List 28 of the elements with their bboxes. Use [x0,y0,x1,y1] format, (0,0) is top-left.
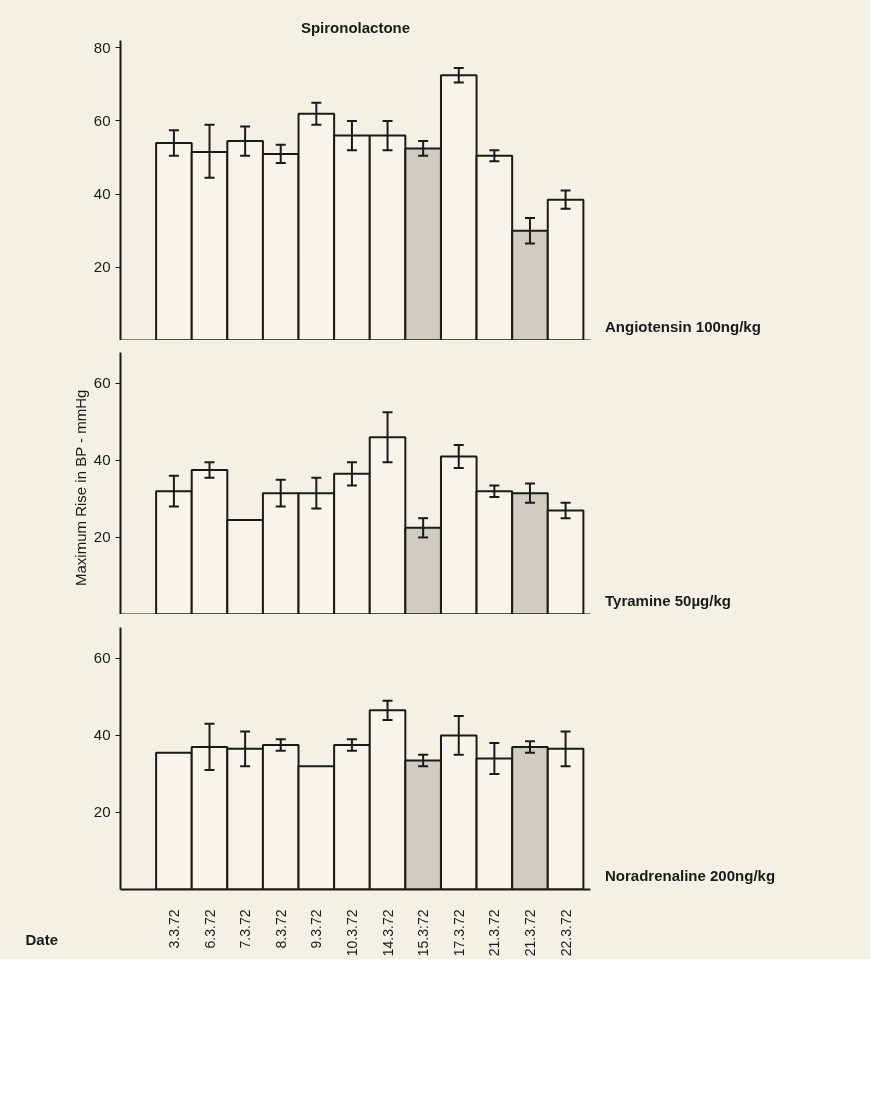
y-tick-label: 20 [93,803,111,821]
x-tick-label: 14.3.72 [379,909,396,957]
y-axis-title: Maximum Rise in BP - mmHg [71,390,89,587]
y-tick-label: 60 [93,649,111,667]
text: Tyramine 50µg/kg [605,591,731,612]
x-tick-label: 6.3.72 [201,909,218,949]
x-tick-label: 8.3.72 [272,909,289,949]
x-tick-label: 3.3.72 [165,909,182,949]
y-tick-label: 20 [93,528,111,546]
x-tick-label: 10.3.72 [343,909,360,957]
x-tick-label: 9.3.72 [308,909,325,949]
y-tick-label: 40 [93,185,111,203]
x-tick-label: 22.3.72 [557,909,574,957]
text: Angiotensin 100ng/kg [605,317,761,337]
y-tick-label: 20 [93,258,111,276]
x-axis-title: Date [25,929,58,950]
x-tick-label: 7.3.72 [237,909,254,949]
y-tick-label: 40 [93,726,111,744]
x-tick-label: 21.3.72 [521,909,538,957]
y-tick-label: 60 [93,374,111,392]
x-tick-label: 17.3.72 [450,909,467,957]
x-tick-label: 15.3:72 [415,909,432,957]
x-tick-label: 21.3.72 [486,909,503,957]
y-tick-label: 80 [93,38,111,56]
text: Noradrenaline 200ng/kg [605,865,776,886]
y-tick-label: 40 [93,451,111,469]
y-tick-label: 60 [93,111,111,129]
chart-title: Spironolactone [300,18,411,36]
